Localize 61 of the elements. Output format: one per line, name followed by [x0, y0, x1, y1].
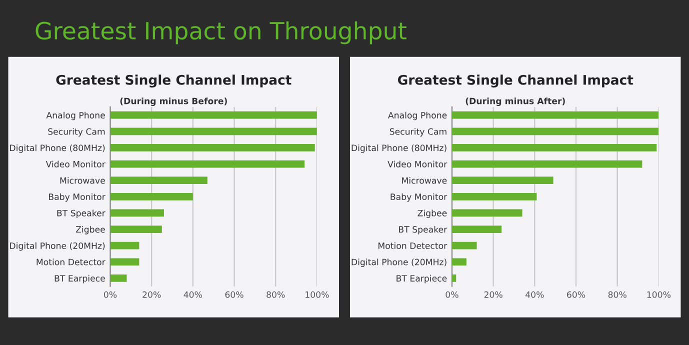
y-tick-label: BT Earpiece: [54, 274, 105, 284]
y-tick-label: Video Monitor: [46, 160, 106, 168]
bar: [110, 176, 208, 184]
bar: [110, 258, 140, 266]
chart-subtitle: (During minus Before): [120, 98, 227, 106]
y-tick-label: Security Cam: [390, 128, 446, 136]
bar: [110, 128, 317, 136]
y-tick-label: BT Speaker: [57, 210, 106, 218]
x-tick-label: 60%: [567, 291, 586, 298]
bar: [110, 144, 315, 152]
y-tick-label: Digital Phone (80MHz): [10, 144, 105, 153]
bar: [452, 242, 477, 250]
bar: [110, 160, 305, 168]
bar: [452, 274, 456, 282]
y-tick-label: Digital Phone (20MHz): [352, 258, 446, 267]
y-tick-label: Zigbee: [418, 210, 447, 218]
bar: [452, 111, 659, 119]
bar: [452, 176, 554, 184]
x-tick-label: 100%: [306, 291, 329, 298]
y-tick-label: Digital Phone (80MHz): [352, 144, 446, 153]
x-tick-label: 0%: [104, 291, 117, 298]
chart-title: Greatest Single Channel Impact: [398, 74, 634, 88]
x-tick-label: 60%: [225, 291, 244, 298]
y-tick-label: Motion Detector: [378, 242, 448, 249]
y-tick-label: BT Speaker: [399, 226, 448, 234]
bar: [452, 226, 502, 233]
bar: [110, 274, 127, 282]
x-tick-label: 40%: [526, 291, 544, 298]
x-tick-label: 80%: [608, 291, 626, 298]
chart-title: Greatest Single Channel Impact: [56, 74, 292, 88]
x-tick-label: 40%: [184, 291, 202, 298]
y-tick-label: Analog Phone: [46, 112, 105, 120]
bar: [110, 192, 193, 200]
y-tick-label: Baby Monitor: [49, 193, 106, 202]
bar: [452, 192, 537, 200]
bar: [452, 209, 522, 217]
x-tick-label: 0%: [446, 291, 458, 298]
y-tick-label: Security Cam: [48, 128, 105, 136]
y-tick-label: Zigbee: [76, 226, 105, 234]
x-tick-label: 80%: [266, 291, 285, 298]
y-tick-label: Microwave: [60, 177, 105, 184]
chart-subtitle: (During minus After): [466, 98, 565, 106]
x-tick-label: 20%: [484, 291, 502, 298]
y-tick-label: Analog Phone: [388, 112, 447, 120]
y-tick-label: Digital Phone (20MHz): [10, 242, 105, 251]
bar: [452, 128, 659, 136]
y-tick-label: Video Monitor: [388, 160, 448, 168]
x-tick-label: 20%: [142, 291, 161, 298]
bar: [110, 111, 317, 119]
bar: [452, 258, 466, 266]
bar: [110, 209, 164, 217]
text: Greatest Impact on Throughput: [36, 21, 406, 44]
bar: [110, 242, 140, 250]
y-tick-label: Motion Detector: [36, 258, 106, 266]
y-tick-label: Microwave: [402, 177, 447, 184]
bar: [110, 226, 162, 233]
bar: [452, 144, 657, 152]
bar: [452, 160, 642, 168]
x-tick-label: 100%: [647, 291, 671, 298]
y-tick-label: Baby Monitor: [390, 193, 448, 202]
y-tick-label: BT Earpiece: [396, 274, 447, 284]
